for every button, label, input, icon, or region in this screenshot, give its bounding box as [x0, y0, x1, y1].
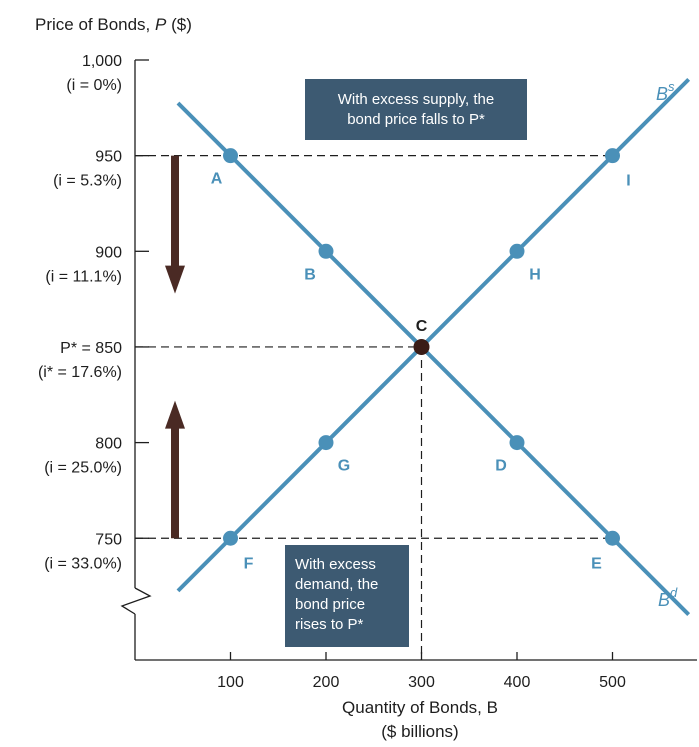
- point-label-a: A: [211, 171, 223, 188]
- excess-supply-text: With excess supply, the: [338, 91, 494, 108]
- point-label-d: D: [495, 458, 507, 475]
- point-label-f: F: [244, 555, 254, 572]
- excess-demand-callout: [285, 545, 409, 647]
- y-axis-break: [120, 587, 152, 615]
- point-h: [509, 243, 525, 259]
- points: A B C D E F G H I: [211, 148, 631, 572]
- y-tick-price-label: 750: [95, 531, 122, 548]
- curve-label-supply: Bs: [656, 79, 675, 104]
- x-tick-label: 400: [504, 674, 531, 691]
- point-g: [318, 435, 334, 451]
- point-label-e: E: [591, 555, 602, 572]
- y-tick-price-label: P* = 850: [60, 340, 122, 357]
- point-label-b: B: [304, 266, 316, 283]
- x-axis-unit: ($ billions): [381, 722, 458, 741]
- point-d: [509, 435, 525, 451]
- point-a: [223, 148, 238, 164]
- y-tick-price-label: 800: [95, 436, 122, 453]
- y-ticks: 1,000 (i = 0%) 950 (i = 5.3%) 900 (i = 11.1%)…: [38, 53, 149, 572]
- point-label-h: H: [529, 266, 541, 283]
- y-tick-price-label: 1,000: [82, 53, 122, 70]
- y-tick-rate-label: (i = 25.0%): [44, 460, 122, 477]
- y-tick-price-label: 950: [95, 149, 122, 166]
- excess-demand-text: bond price: [295, 596, 365, 613]
- x-ticks: 100 200 300 400 500: [217, 652, 626, 691]
- point-label-g: G: [338, 458, 350, 475]
- point-f: [223, 530, 238, 546]
- y-tick-price-label: 900: [95, 244, 122, 261]
- y-tick-rate-label: (i = 11.1%): [45, 268, 122, 285]
- point-b: [318, 243, 334, 259]
- point-c: [413, 338, 430, 355]
- up-arrow-shaft: [171, 426, 179, 539]
- excess-demand-text: demand, the: [295, 576, 378, 593]
- excess-demand-text: With excess: [295, 556, 376, 573]
- down-arrow-head: [165, 265, 185, 294]
- guide-lines: [135, 155, 613, 660]
- excess-supply-callout: [305, 79, 527, 140]
- point-label-c: C: [416, 318, 428, 335]
- y-tick-rate-label: (i* = 17.6%): [38, 364, 122, 381]
- point-label-i: I: [626, 173, 630, 190]
- curve-Bs: [176, 77, 691, 593]
- curve-Bd: [176, 101, 691, 616]
- x-tick-label: 200: [313, 674, 340, 691]
- y-tick-rate-label: (i = 0%): [66, 77, 122, 94]
- x-tick-label: 300: [408, 674, 435, 691]
- callouts: With excess supply, the bond price falls …: [285, 79, 527, 647]
- up-arrow-head: [165, 400, 185, 429]
- x-axis-title: Quantity of Bonds, B: [342, 698, 498, 717]
- y-axis-title: Price of Bonds, P ($): [35, 15, 192, 34]
- price-adjustment-arrows: [165, 155, 185, 539]
- y-tick-rate-label: (i = 5.3%): [53, 173, 122, 190]
- excess-demand-text: rises to P*: [295, 616, 364, 633]
- down-arrow-shaft: [171, 155, 179, 268]
- point-e: [605, 530, 620, 546]
- axes: [120, 60, 697, 661]
- point-i: [605, 148, 620, 164]
- x-tick-label: 100: [217, 674, 244, 691]
- excess-supply-text: bond price falls to P*: [347, 111, 485, 128]
- y-tick-rate-label: (i = 33.0%): [44, 555, 122, 572]
- x-tick-label: 500: [599, 674, 626, 691]
